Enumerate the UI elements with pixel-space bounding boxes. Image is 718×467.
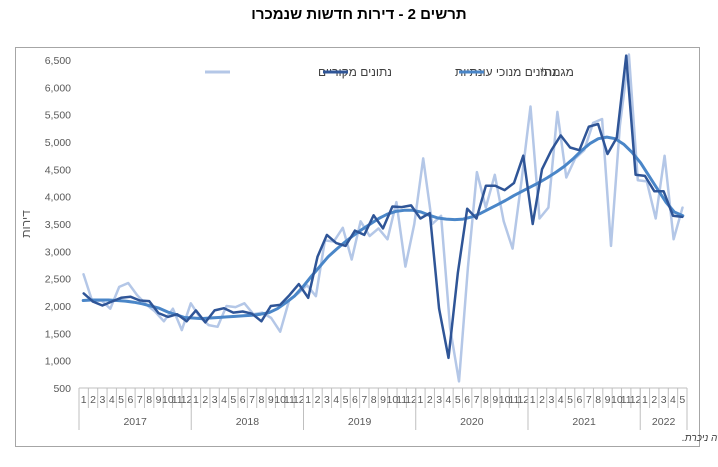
month-tick-label: 2 <box>539 394 545 406</box>
month-tick-label: 2 <box>651 394 657 406</box>
month-tick-label: 2 <box>90 394 96 406</box>
month-tick-label: 7 <box>137 394 143 406</box>
month-tick-label: 4 <box>333 394 339 406</box>
month-tick-label: 11 <box>172 394 183 406</box>
y-tick-label: 2,000 <box>45 301 71 313</box>
y-tick-label: 1,500 <box>45 328 71 340</box>
y-tick-label: 4,000 <box>45 192 71 204</box>
month-tick-label: 11 <box>396 394 407 406</box>
month-tick-label: 12 <box>517 394 529 406</box>
month-tick-label: 12 <box>181 394 193 406</box>
year-label: 2017 <box>123 416 147 428</box>
month-tick-label: 7 <box>361 394 367 406</box>
month-tick-label: 3 <box>661 394 667 406</box>
month-tick-label: 3 <box>548 394 554 406</box>
month-tick-label: 5 <box>343 394 349 406</box>
month-tick-label: 8 <box>258 394 264 406</box>
month-tick-label: 9 <box>156 394 162 406</box>
month-tick-label: 7 <box>474 394 480 406</box>
month-tick-label: 10 <box>611 394 623 406</box>
month-tick-label: 4 <box>446 394 452 406</box>
month-tick-label: 11 <box>284 394 295 406</box>
y-tick-label: 5,500 <box>45 110 71 122</box>
month-tick-label: 2 <box>315 394 321 406</box>
month-tick-label: 2 <box>427 394 433 406</box>
month-tick-label: 9 <box>492 394 498 406</box>
month-tick-label: 1 <box>530 394 536 406</box>
month-tick-label: 3 <box>324 394 330 406</box>
month-tick-label: 6 <box>240 394 246 406</box>
month-tick-label: 8 <box>371 394 377 406</box>
footnote: * שלושת האומדנים האחרונים של המגמה עשויי… <box>682 432 718 444</box>
month-tick-label: 5 <box>230 394 236 406</box>
chart-title: תרשים 2 - דירות חדשות שנמכרו <box>251 6 467 23</box>
month-tick-label: 5 <box>567 394 573 406</box>
y-tick-label: 500 <box>53 383 71 395</box>
y-tick-label: 6,000 <box>45 82 71 94</box>
legend-label: נתונים מקוריים <box>318 65 392 79</box>
month-tick-label: 5 <box>679 394 685 406</box>
month-tick-label: 1 <box>417 394 423 406</box>
y-tick-label: 3,500 <box>45 219 71 231</box>
month-tick-label: 10 <box>387 394 399 406</box>
month-tick-label: 11 <box>621 394 632 406</box>
month-tick-label: 8 <box>595 394 601 406</box>
month-tick-label: 10 <box>499 394 511 406</box>
series-line-2 <box>81 135 685 321</box>
year-label: 2021 <box>572 416 596 428</box>
y-tick-label: 5,000 <box>45 137 71 149</box>
month-tick-label: 3 <box>99 394 105 406</box>
month-tick-label: 3 <box>212 394 218 406</box>
year-label: 2018 <box>236 416 260 428</box>
y-tick-label: 1,000 <box>45 356 71 368</box>
month-tick-label: 7 <box>249 394 255 406</box>
legend-label: נתונים מנוכי עונתיות <box>455 65 556 79</box>
month-tick-label: 9 <box>380 394 386 406</box>
y-tick-label: 4,500 <box>45 164 71 176</box>
month-tick-label: 1 <box>305 394 311 406</box>
month-tick-label: 1 <box>193 394 199 406</box>
month-tick-label: 4 <box>670 394 676 406</box>
month-tick-label: 6 <box>352 394 358 406</box>
month-tick-label: 1 <box>642 394 648 406</box>
month-tick-label: 7 <box>586 394 592 406</box>
month-tick-label: 12 <box>630 394 642 406</box>
month-tick-label: 6 <box>464 394 470 406</box>
month-tick-label: 10 <box>162 394 174 406</box>
y-axis-label: דירות <box>19 210 33 238</box>
y-tick-label: 3,000 <box>45 246 71 258</box>
month-tick-label: 12 <box>405 394 417 406</box>
month-tick-label: 6 <box>577 394 583 406</box>
y-tick-label: 6,500 <box>45 55 71 67</box>
series-line-1 <box>82 54 684 360</box>
month-tick-label: 12 <box>293 394 305 406</box>
month-tick-label: 6 <box>128 394 134 406</box>
month-tick-label: 9 <box>268 394 274 406</box>
month-tick-label: 2 <box>202 394 208 406</box>
month-tick-label: 8 <box>483 394 489 406</box>
month-tick-label: 9 <box>605 394 611 406</box>
month-tick-label: 8 <box>146 394 152 406</box>
month-tick-label: 11 <box>509 394 520 406</box>
month-tick-label: 10 <box>274 394 286 406</box>
month-tick-label: 4 <box>109 394 115 406</box>
month-tick-label: 1 <box>81 394 87 406</box>
chart-frame <box>15 47 700 447</box>
month-tick-label: 5 <box>118 394 124 406</box>
year-label: 2020 <box>460 416 484 428</box>
year-label: 2022 <box>652 416 676 428</box>
legend-label: מגמה* <box>540 65 574 79</box>
month-tick-label: 5 <box>455 394 461 406</box>
month-tick-label: 4 <box>558 394 564 406</box>
year-label: 2019 <box>348 416 372 428</box>
month-tick-label: 3 <box>436 394 442 406</box>
month-tick-label: 4 <box>221 394 227 406</box>
y-tick-label: 2,500 <box>45 274 71 286</box>
